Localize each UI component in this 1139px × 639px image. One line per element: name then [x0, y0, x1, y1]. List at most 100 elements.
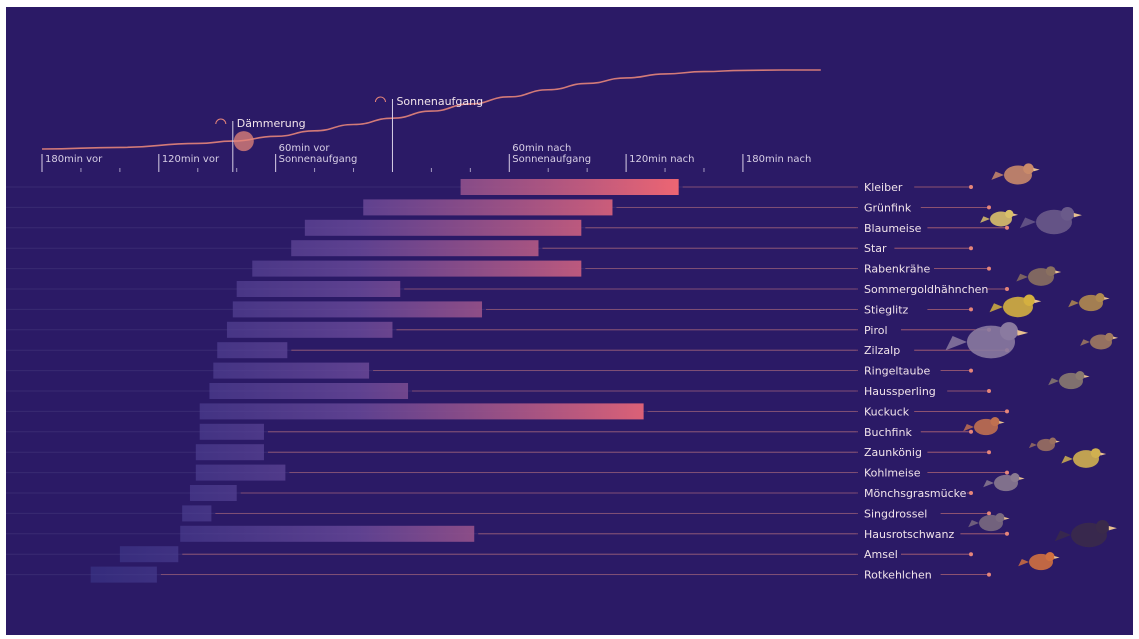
pointer-dot-singdrossel — [987, 511, 991, 516]
pointer-dot-grunfink — [987, 205, 991, 210]
bird-beak-icon — [1100, 452, 1107, 456]
label-star: Star — [864, 242, 887, 255]
events-layer: Dämmerung Sonnenaufgang — [215, 95, 483, 172]
label-monchsgrasmucke: Mönchsgrasmücke — [864, 487, 967, 500]
bird-head-icon — [1023, 163, 1034, 175]
label-hausrotschwanz: Hausrotschwanz — [864, 528, 954, 541]
x-tick-label: 120min nach — [629, 154, 694, 165]
pointer-dot-monchsgrasmucke — [969, 491, 973, 495]
x-tick-label: Sonnenaufgang — [279, 154, 358, 165]
bar-hausrotschwanz — [180, 525, 475, 542]
label-sommergoldhahnchen: Sommergoldhähnchen — [864, 283, 988, 296]
bird-head-icon — [995, 513, 1005, 523]
bird-tail-icon — [983, 480, 994, 488]
bird-tail-icon — [1018, 559, 1029, 567]
bird-head-icon — [1005, 209, 1014, 219]
bird-beak-icon — [1054, 556, 1060, 559]
bird-beak-icon — [1104, 297, 1110, 300]
bird-tail-icon — [1028, 442, 1037, 449]
bird-head-icon — [1105, 332, 1114, 342]
bird-beak-icon — [1113, 336, 1119, 340]
pointer-dot-stieglitz — [969, 307, 973, 312]
pointer-dot-hausrotschwanz — [1005, 531, 1009, 536]
bird-beak-icon — [1034, 299, 1042, 304]
bird-beak-icon — [1033, 168, 1040, 172]
bird-head-icon — [1049, 437, 1057, 445]
bird-head-icon — [1060, 207, 1075, 221]
sunrise-icon — [215, 118, 227, 125]
bars-layer — [90, 179, 858, 583]
bird-head-icon — [1023, 294, 1035, 306]
bird-beak-icon — [1017, 330, 1029, 336]
label-singdrossel: Singdrossel — [864, 507, 927, 520]
pointer-dot-kuckuck — [1005, 409, 1009, 414]
bird-beak-icon — [1019, 477, 1025, 480]
label-haussperling: Haussperling — [864, 385, 936, 398]
label-zilzalp: Zilzalp — [864, 344, 900, 357]
bar-grunfink — [363, 199, 613, 216]
bar-kleiber — [460, 179, 679, 195]
x-tick-label: 60min vor — [279, 143, 331, 154]
bird-tail-icon — [968, 520, 979, 528]
bird-tail-icon — [1016, 273, 1028, 282]
bird-head-icon — [1075, 371, 1085, 381]
pointer-dot-haussperling — [987, 389, 991, 393]
bird-head-icon — [1010, 473, 1020, 483]
pointer-dot-zaunkonig — [987, 450, 991, 455]
bar-star — [291, 240, 539, 257]
bird-tail-icon — [1080, 339, 1090, 346]
bar-rabenkrahe — [252, 260, 582, 277]
label-ringeltaube: Ringeltaube — [864, 365, 930, 378]
pointer-dot-buchfink — [969, 429, 973, 434]
x-tick-label: 120min vor — [162, 154, 220, 165]
label-kohlmeise: Kohlmeise — [864, 467, 921, 480]
bird-head-icon — [1045, 266, 1056, 277]
label-rotkehlchen: Rotkehlchen — [864, 569, 932, 582]
bar-kohlmeise — [195, 464, 286, 481]
event-label: Dämmerung — [237, 117, 306, 130]
bar-sommergoldhahnchen — [236, 281, 401, 297]
bar-singdrossel — [182, 505, 212, 522]
bar-buchfink — [199, 423, 264, 440]
bar-stieglitz — [232, 301, 483, 318]
bird-head-icon — [999, 322, 1019, 341]
bar-amsel — [119, 546, 179, 563]
bird-head-icon — [1095, 293, 1105, 303]
event-label: Sonnenaufgang — [396, 95, 483, 108]
sun-elevation-curve — [41, 69, 821, 150]
label-buchfink: Buchfink — [864, 426, 912, 439]
bird-tail-icon — [945, 336, 967, 351]
bird-beak-icon — [1004, 517, 1010, 520]
sun-marker — [233, 131, 254, 152]
bird-head-icon — [1090, 448, 1101, 459]
bird-tail-icon — [980, 216, 990, 223]
label-rabenkrahe: Rabenkrähe — [864, 263, 930, 276]
pointer-dot-sommergoldhahnchen — [1005, 287, 1009, 291]
x-tick-label: 180min vor — [45, 154, 103, 165]
bird-head-icon — [1045, 552, 1055, 562]
chart-background — [6, 7, 1133, 635]
bar-zilzalp — [217, 342, 288, 359]
bar-ringeltaube — [213, 362, 370, 379]
x-tick-label: Sonnenaufgang — [512, 154, 591, 165]
chart-frame: 180min vor 120min vor 60min vor Sonnenaufga… — [6, 7, 1133, 635]
bar-blaumeise — [304, 219, 582, 236]
pointer-dot-kohlmeise — [1005, 470, 1009, 475]
label-blaumeise: Blaumeise — [864, 222, 922, 235]
bird-beak-icon — [1055, 440, 1060, 443]
pointer-dot-rotkehlchen — [987, 572, 991, 577]
label-kuckuck: Kuckuck — [864, 405, 910, 418]
pointer-dot-rabenkrahe — [987, 266, 991, 271]
bird-head-icon — [1095, 520, 1110, 534]
bird-tail-icon — [963, 424, 974, 432]
pointer-dot-amsel — [969, 552, 973, 557]
label-pirol: Pirol — [864, 324, 888, 337]
x-tick-label: 180min nach — [746, 154, 811, 165]
bird-tail-icon — [1054, 530, 1071, 542]
label-zaunkonig: Zaunkönig — [864, 446, 922, 459]
pointer-dot-kleiber — [969, 185, 973, 189]
pointer-dot-star — [969, 246, 973, 251]
bar-zaunkonig — [195, 444, 264, 461]
